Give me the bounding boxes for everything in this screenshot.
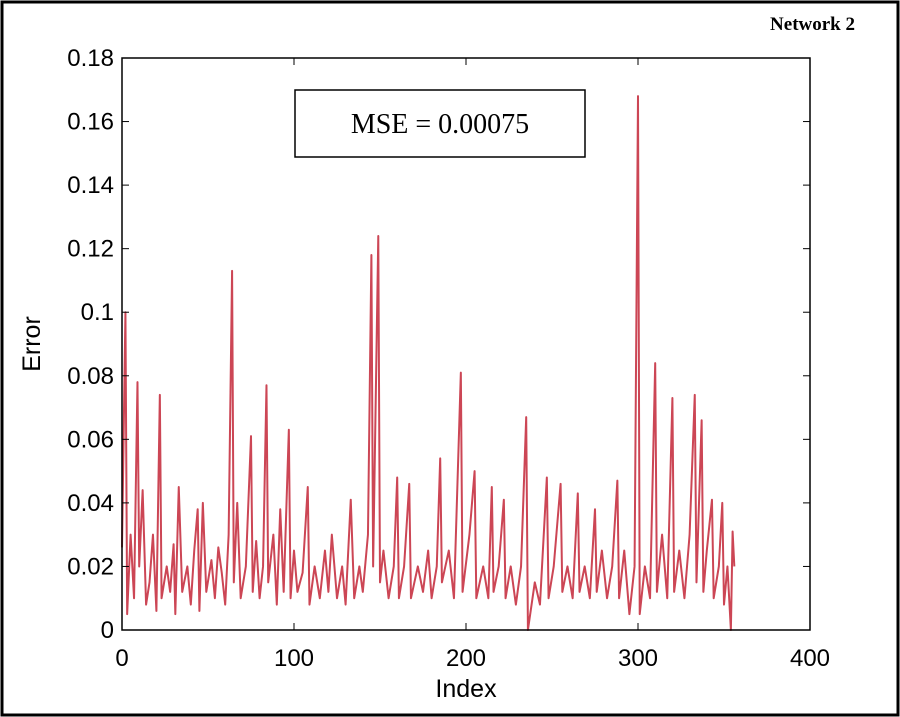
y-tick-label: 0.08 xyxy=(67,363,114,390)
x-tick-label: 0 xyxy=(115,645,128,672)
y-tick-label: 0.1 xyxy=(81,299,114,326)
y-tick-label: 0.12 xyxy=(67,236,114,263)
y-tick-label: 0.16 xyxy=(67,109,114,136)
annotation-box xyxy=(294,89,586,158)
data-line xyxy=(121,95,736,631)
y-tick-label: 0.14 xyxy=(67,172,114,199)
x-tick-label: 400 xyxy=(790,645,830,672)
y-tick-label: 0.02 xyxy=(67,553,114,580)
y-axis-label: Error xyxy=(18,316,46,372)
x-tick-label: 300 xyxy=(618,645,658,672)
y-tick-label: 0.18 xyxy=(67,45,114,72)
chart-title: Network 2 xyxy=(770,14,855,35)
x-tick-label: 200 xyxy=(446,645,486,672)
y-tick-label: 0 xyxy=(101,617,114,644)
annotation: MSE = 0.00075 xyxy=(351,109,529,140)
x-tick-label: 100 xyxy=(274,645,314,672)
y-tick-label: 0.06 xyxy=(67,426,114,453)
y-tick-label: 0.04 xyxy=(67,490,114,517)
x-axis-label: Index xyxy=(435,675,497,703)
